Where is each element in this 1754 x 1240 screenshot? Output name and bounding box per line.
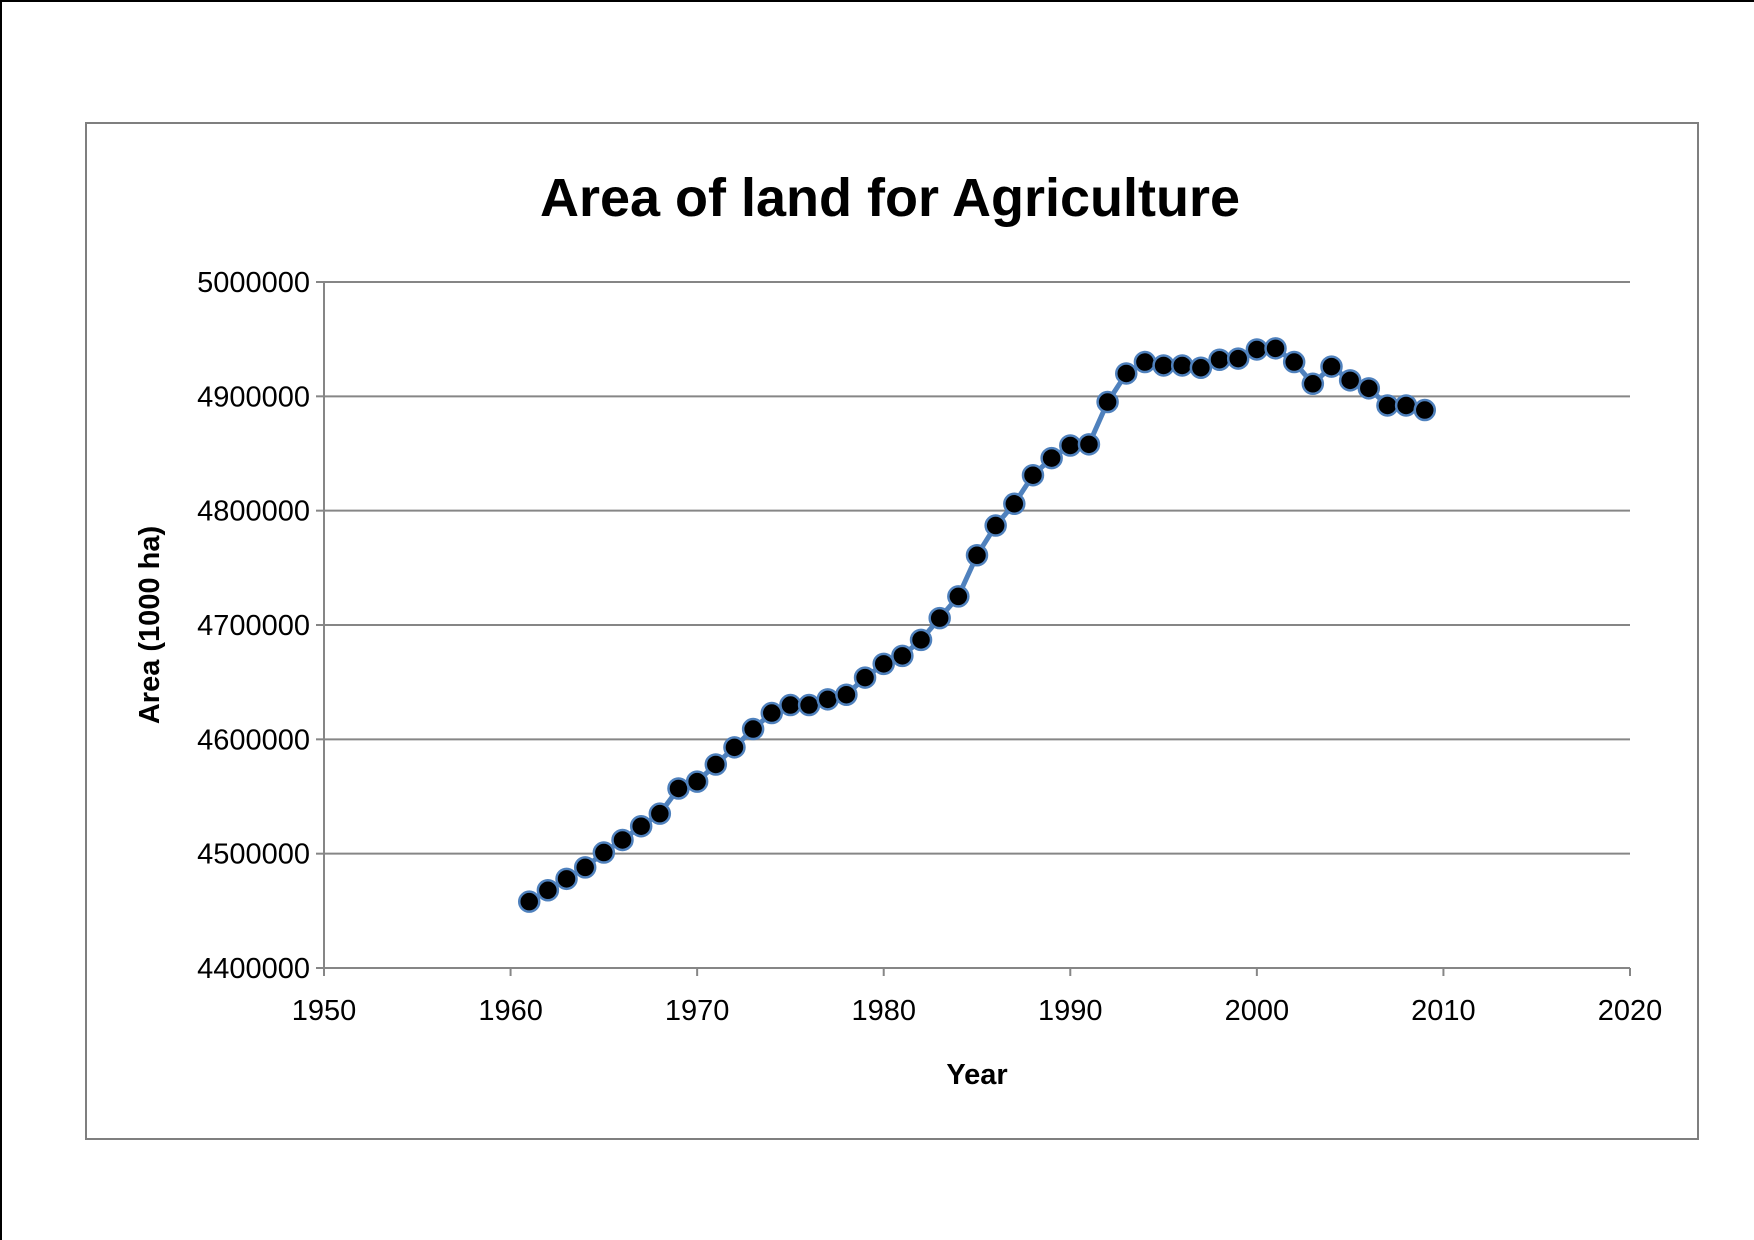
y-tick-label: 4600000: [197, 724, 310, 756]
y-tick-labels: 4400000 4500000 4600000 4700000 4800000 49000…: [197, 267, 310, 985]
data-point: [872, 652, 895, 676]
data-point: [1320, 355, 1343, 378]
data-point: [1245, 338, 1269, 361]
data-point: [1413, 398, 1437, 422]
data-point: [667, 777, 690, 800]
y-axis-label: Area (1000 ha): [134, 526, 166, 724]
data-point: [984, 514, 1007, 537]
y-tick-label: 4900000: [197, 381, 310, 413]
data-point: [723, 736, 746, 759]
data-point: [1264, 337, 1287, 360]
data-point: [611, 828, 634, 852]
y-tick-label: 5000000: [197, 267, 310, 299]
data-point: [1208, 348, 1231, 371]
axes: [316, 281, 1631, 976]
x-tick-label: 1960: [478, 995, 543, 1027]
data-point: [685, 770, 709, 793]
data-point: [1040, 446, 1063, 470]
x-tick-label: 2020: [1598, 995, 1663, 1027]
y-tick-label: 4700000: [197, 610, 310, 642]
data-point: [573, 856, 597, 879]
data-point: [797, 693, 821, 717]
data-point: [1376, 394, 1399, 417]
data-point: [1133, 350, 1157, 374]
data-point: [704, 753, 728, 776]
data-point: [648, 802, 672, 825]
data-point: [1301, 372, 1325, 396]
data-point: [536, 879, 560, 902]
x-tick-label: 1950: [292, 995, 357, 1027]
x-tick-label: 1980: [851, 995, 916, 1027]
y-tick-label: 4400000: [197, 953, 310, 985]
y-tick-label: 4800000: [197, 496, 310, 528]
x-tick-label: 1970: [665, 995, 730, 1027]
data-point: [1021, 463, 1045, 487]
data-point: [965, 544, 989, 567]
data-point: [1338, 369, 1362, 392]
data-point: [853, 666, 877, 689]
data-point: [760, 701, 784, 725]
data-point: [1059, 434, 1082, 457]
data-point: [1096, 390, 1119, 414]
data-point: [1282, 350, 1306, 374]
x-tick-label: 2010: [1411, 995, 1476, 1027]
data-point: [1077, 433, 1101, 456]
data-point: [741, 717, 765, 741]
chart-title: Area of land for Agriculture: [540, 168, 1240, 228]
data-point: [1394, 394, 1418, 417]
chart-area-border: [85, 122, 1699, 1140]
data-point: [909, 628, 933, 652]
data-point: [947, 585, 970, 608]
x-tick-label: 1990: [1038, 995, 1103, 1027]
data-point: [592, 841, 616, 864]
data-point: [555, 867, 578, 891]
x-tick-label: 2000: [1225, 995, 1290, 1027]
data-points: [517, 337, 1437, 913]
data-point: [928, 606, 951, 630]
data-point: [1189, 356, 1213, 379]
data-point: [629, 814, 653, 838]
data-point: [835, 683, 858, 706]
x-tick-labels: 1950 1960 1970 1980 1990 2000 2010 2020: [292, 995, 1663, 1027]
data-point: [1357, 377, 1381, 400]
x-axis-label: Year: [946, 1059, 1007, 1091]
data-point: [891, 644, 914, 668]
data-point: [1152, 354, 1175, 377]
data-point: [517, 890, 541, 913]
data-point: [1170, 354, 1194, 377]
y-tick-label: 4500000: [197, 839, 310, 871]
data-point: [1226, 347, 1250, 370]
data-point: [816, 688, 839, 711]
data-point: [779, 693, 802, 717]
data-point: [1003, 492, 1026, 516]
data-point: [1115, 362, 1138, 385]
gridlines: [324, 281, 1630, 855]
